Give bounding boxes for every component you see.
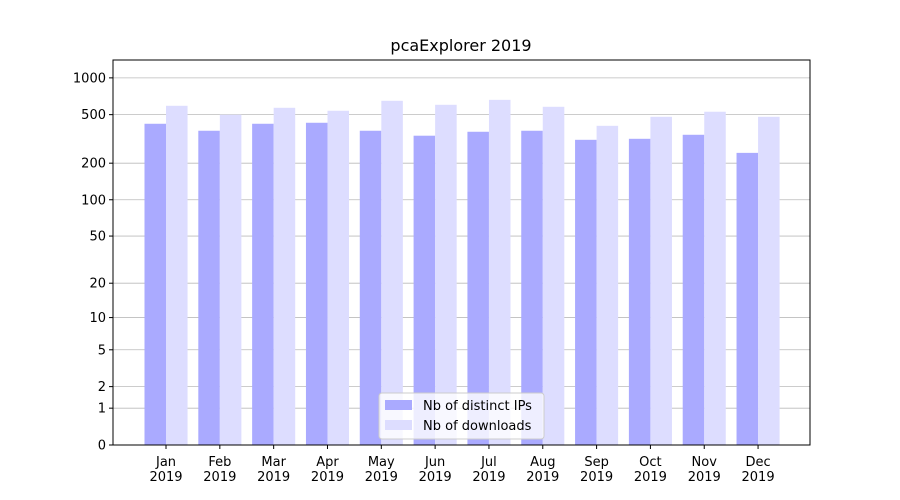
x-tick-label: 2019 — [257, 470, 290, 485]
y-tick-label: 100 — [81, 193, 106, 208]
chart-title: pcaExplorer 2019 — [390, 36, 531, 55]
x-tick-label: Dec — [745, 455, 770, 470]
bar — [758, 116, 780, 446]
bar — [144, 123, 167, 445]
x-tick-label: 2019 — [526, 470, 559, 485]
y-tick-label: 50 — [89, 230, 106, 245]
x-tick-label: 2019 — [742, 470, 775, 485]
y-tick-label: 5 — [98, 343, 106, 358]
bar — [736, 152, 759, 445]
legend-swatch — [385, 400, 412, 410]
bar — [542, 106, 565, 445]
bar — [435, 104, 457, 445]
legend-swatch — [385, 420, 412, 430]
x-tick-label: Sep — [584, 455, 609, 470]
y-tick-label: 500 — [81, 108, 106, 123]
bar — [575, 139, 597, 446]
x-tick-label: 2019 — [149, 470, 182, 485]
legend-label: Nb of downloads — [423, 419, 532, 434]
bar — [488, 99, 511, 446]
x-tick-label: 2019 — [634, 470, 667, 485]
bar — [628, 138, 651, 445]
x-tick-label: Nov — [692, 455, 718, 470]
y-tick-label: 10 — [89, 311, 106, 326]
bar — [273, 107, 296, 445]
x-tick-label: Oct — [639, 455, 661, 470]
y-tick-label: 1 — [98, 402, 106, 417]
legend-box — [378, 392, 545, 440]
bar — [305, 122, 328, 445]
x-tick-label: 2019 — [580, 470, 613, 485]
x-tick-label: Aug — [530, 455, 555, 470]
bar — [198, 130, 220, 445]
x-tick-label: 2019 — [311, 470, 344, 485]
x-tick-label: 2019 — [365, 470, 398, 485]
bar — [413, 135, 436, 445]
bar — [219, 114, 242, 445]
bar — [359, 130, 382, 445]
bar — [166, 105, 188, 446]
y-tick-label: 2 — [98, 380, 106, 395]
bar — [521, 130, 543, 445]
y-tick-label: 200 — [81, 157, 106, 172]
bar — [467, 131, 489, 445]
bar — [381, 100, 403, 445]
x-tick-label: Apr — [316, 455, 339, 470]
x-tick-label: Jun — [424, 455, 445, 470]
axes-frame — [112, 59, 811, 446]
bar — [704, 111, 726, 445]
bar — [596, 125, 619, 445]
x-tick-label: 2019 — [688, 470, 721, 485]
x-tick-label: 2019 — [472, 470, 505, 485]
x-tick-label: Mar — [261, 455, 286, 470]
x-tick-label: 2019 — [419, 470, 452, 485]
bar — [327, 110, 350, 446]
y-tick-label: 1000 — [73, 71, 106, 86]
x-tick-label: Jan — [155, 455, 176, 470]
x-tick-label: 2019 — [203, 470, 236, 485]
x-tick-label: May — [368, 455, 395, 470]
y-tick-label: 20 — [89, 277, 106, 292]
bar — [252, 123, 274, 445]
x-tick-label: Jul — [480, 455, 497, 470]
bar — [682, 134, 705, 445]
x-tick-label: Feb — [208, 455, 231, 470]
legend-label: Nb of distinct IPs — [423, 399, 532, 414]
bar — [650, 116, 672, 446]
y-tick-label: 0 — [98, 439, 106, 454]
